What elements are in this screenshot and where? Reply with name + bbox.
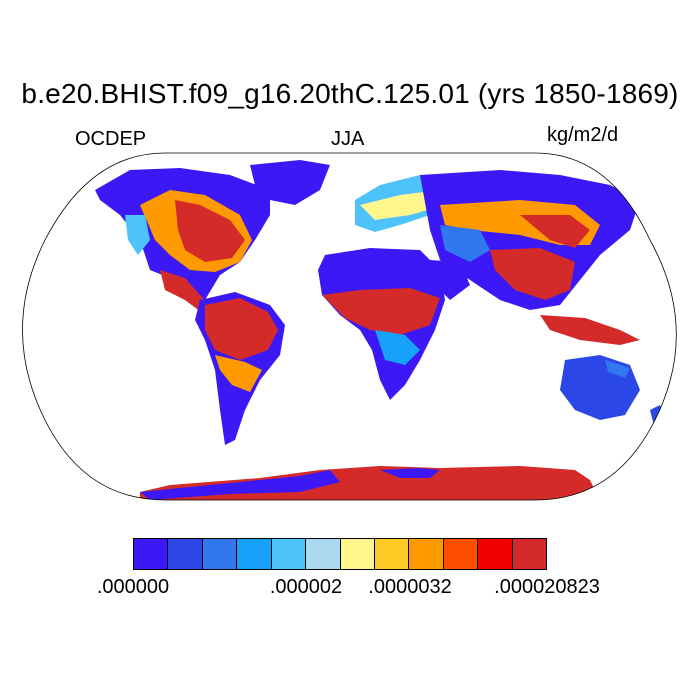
units-label: kg/m2/d bbox=[547, 124, 619, 146]
colorbar-tick-label: .000020823 bbox=[494, 576, 600, 598]
colorbar-tick-label: .000002 bbox=[269, 576, 343, 598]
map-boundary bbox=[22, 152, 677, 501]
colorbar-swatch bbox=[271, 539, 307, 569]
colorbar-swatch bbox=[512, 539, 547, 569]
australia bbox=[560, 355, 640, 420]
variable-label: OCDEP bbox=[75, 128, 147, 150]
season-label: JJA bbox=[331, 128, 365, 150]
colorbar-swatch bbox=[478, 539, 513, 569]
greenland bbox=[250, 160, 330, 205]
colorbar-swatch bbox=[202, 539, 238, 569]
colorbar-swatch bbox=[134, 539, 169, 569]
colorbar-tick-label: .000000 bbox=[96, 576, 170, 598]
colorbar-swatch bbox=[237, 539, 272, 569]
colorbar-swatch bbox=[409, 539, 444, 569]
colorbar-tick-label: .0000032 bbox=[368, 576, 452, 598]
colorbar bbox=[133, 538, 547, 570]
colorbar-swatch bbox=[306, 539, 341, 569]
colorbar-swatch bbox=[374, 539, 410, 569]
colorbar-swatch bbox=[168, 539, 203, 569]
colorbar-swatch bbox=[443, 539, 479, 569]
map-title: b.e20.BHIST.f09_g16.20thC.125.01 (yrs 18… bbox=[21, 78, 679, 109]
colorbar-swatch bbox=[340, 539, 375, 569]
